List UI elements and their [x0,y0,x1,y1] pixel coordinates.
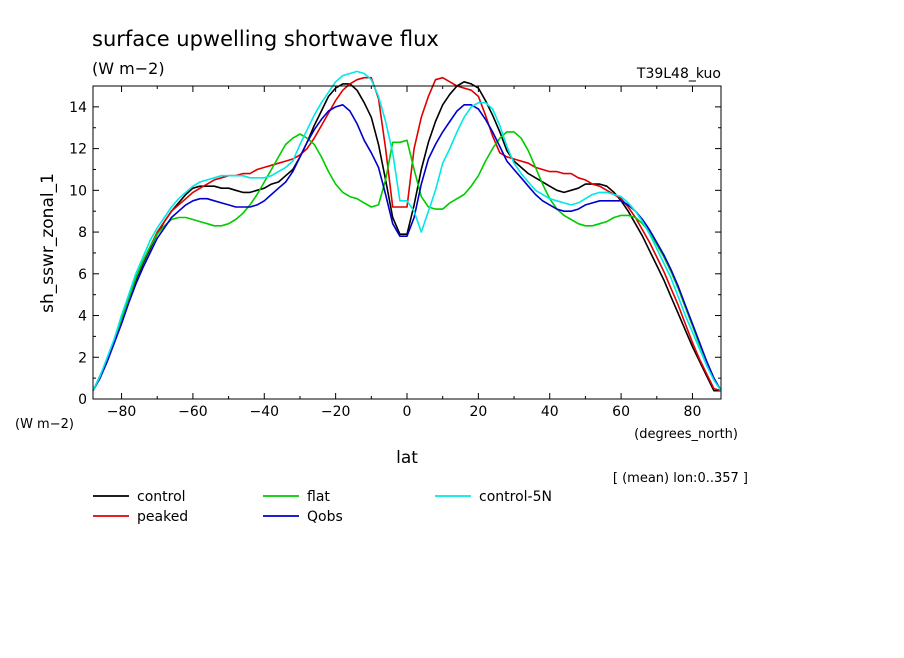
legend-label: peaked [137,509,188,525]
legend-label: control [137,489,186,505]
x-tick-label: 40 [541,404,559,420]
series-layer [92,70,722,392]
series-line-qobs [92,104,722,392]
y-tick-label: 8 [78,225,87,241]
footnote: [ (mean) lon:0..357 ] [613,471,748,486]
experiment-label: T39L48_kuo [636,66,721,82]
x-tick-label: −60 [178,404,208,420]
x-units-label: (degrees_north) [634,427,738,442]
y-tick-label: 6 [78,267,87,283]
x-tick-label: 0 [403,404,412,420]
x-tick-label: −40 [249,404,279,420]
x-tick-label: 60 [612,404,630,420]
legend-label: Qobs [307,509,343,525]
x-tick-label: −80 [107,404,137,420]
series-line-control-5n [92,70,722,392]
chart-title: surface upwelling shortwave flux [92,27,439,51]
y-units-label: (W m−2) [15,417,74,432]
axes-layer: −80 −60 −40 −20 0 20 40 60 80 0 2 4 6 8 10 12 14 [69,86,721,420]
y-tick-label: 4 [78,309,87,325]
units-label: (W m−2) [92,59,165,78]
x-tick-label: −20 [321,404,351,420]
x-tick-label: 80 [684,404,702,420]
legend: control peaked flat Qobs control-5N [93,489,552,525]
y-tick-label: 14 [69,100,87,116]
y-tick-label: 10 [69,183,87,199]
x-tick-label: 20 [469,404,487,420]
y-tick-label: 2 [78,350,87,366]
y-axis-label: sh_sswr_zonal_1 [38,173,58,313]
series-line-flat [92,131,722,392]
legend-label: control-5N [479,489,552,505]
y-tick-label: 12 [69,142,87,158]
y-tick-label: 0 [78,392,87,408]
x-axis-label: lat [396,448,418,468]
legend-label: flat [307,489,330,505]
plot-frame [92,85,722,400]
